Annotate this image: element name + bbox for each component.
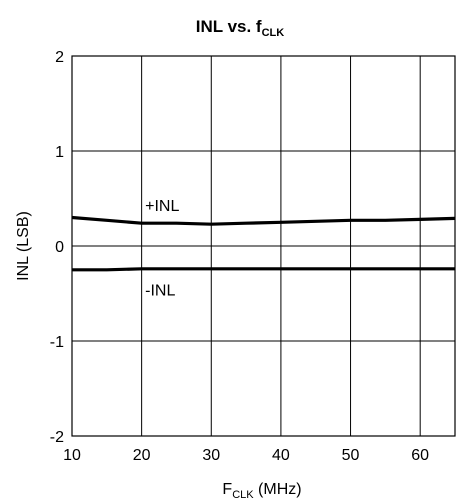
series-line-minus-inl <box>72 267 455 272</box>
y-axis-label: INL (LSB) <box>15 211 32 281</box>
y-tick-label: -1 <box>50 334 64 351</box>
chart-title-main: INL vs. f <box>196 17 262 36</box>
x-tick-label: 50 <box>342 447 360 464</box>
y-tick-label: 2 <box>55 49 64 66</box>
series-line-plus-inl <box>71 215 456 226</box>
x-tick-label: 20 <box>133 447 151 464</box>
grid <box>71 55 456 437</box>
annotation-minus-inl: -INL <box>145 283 175 300</box>
x-axis-label-main: F <box>222 481 232 498</box>
x-axis-label-unit: (MHz) <box>254 481 302 498</box>
y-tick-label: 0 <box>55 239 64 256</box>
x-tick-label: 10 <box>63 447 81 464</box>
chart-title-subscript: CLK <box>262 27 285 39</box>
chart-title: INL vs. fCLK <box>196 17 284 39</box>
y-tick-label: -2 <box>50 429 64 446</box>
x-tick-label: 60 <box>411 447 429 464</box>
series-lines <box>71 215 456 272</box>
x-axis-label: FCLK (MHz) <box>222 481 301 501</box>
x-axis-label-subscript: CLK <box>232 489 254 501</box>
y-tick-label: 1 <box>55 144 64 161</box>
x-tick-label: 30 <box>202 447 220 464</box>
tick-labels: 10 20 30 40 50 60 -2 -1 0 1 2 <box>50 49 429 464</box>
x-tick-label: 40 <box>272 447 290 464</box>
annotation-plus-inl: +INL <box>145 198 179 215</box>
annotations: +INL -INL <box>145 198 179 300</box>
